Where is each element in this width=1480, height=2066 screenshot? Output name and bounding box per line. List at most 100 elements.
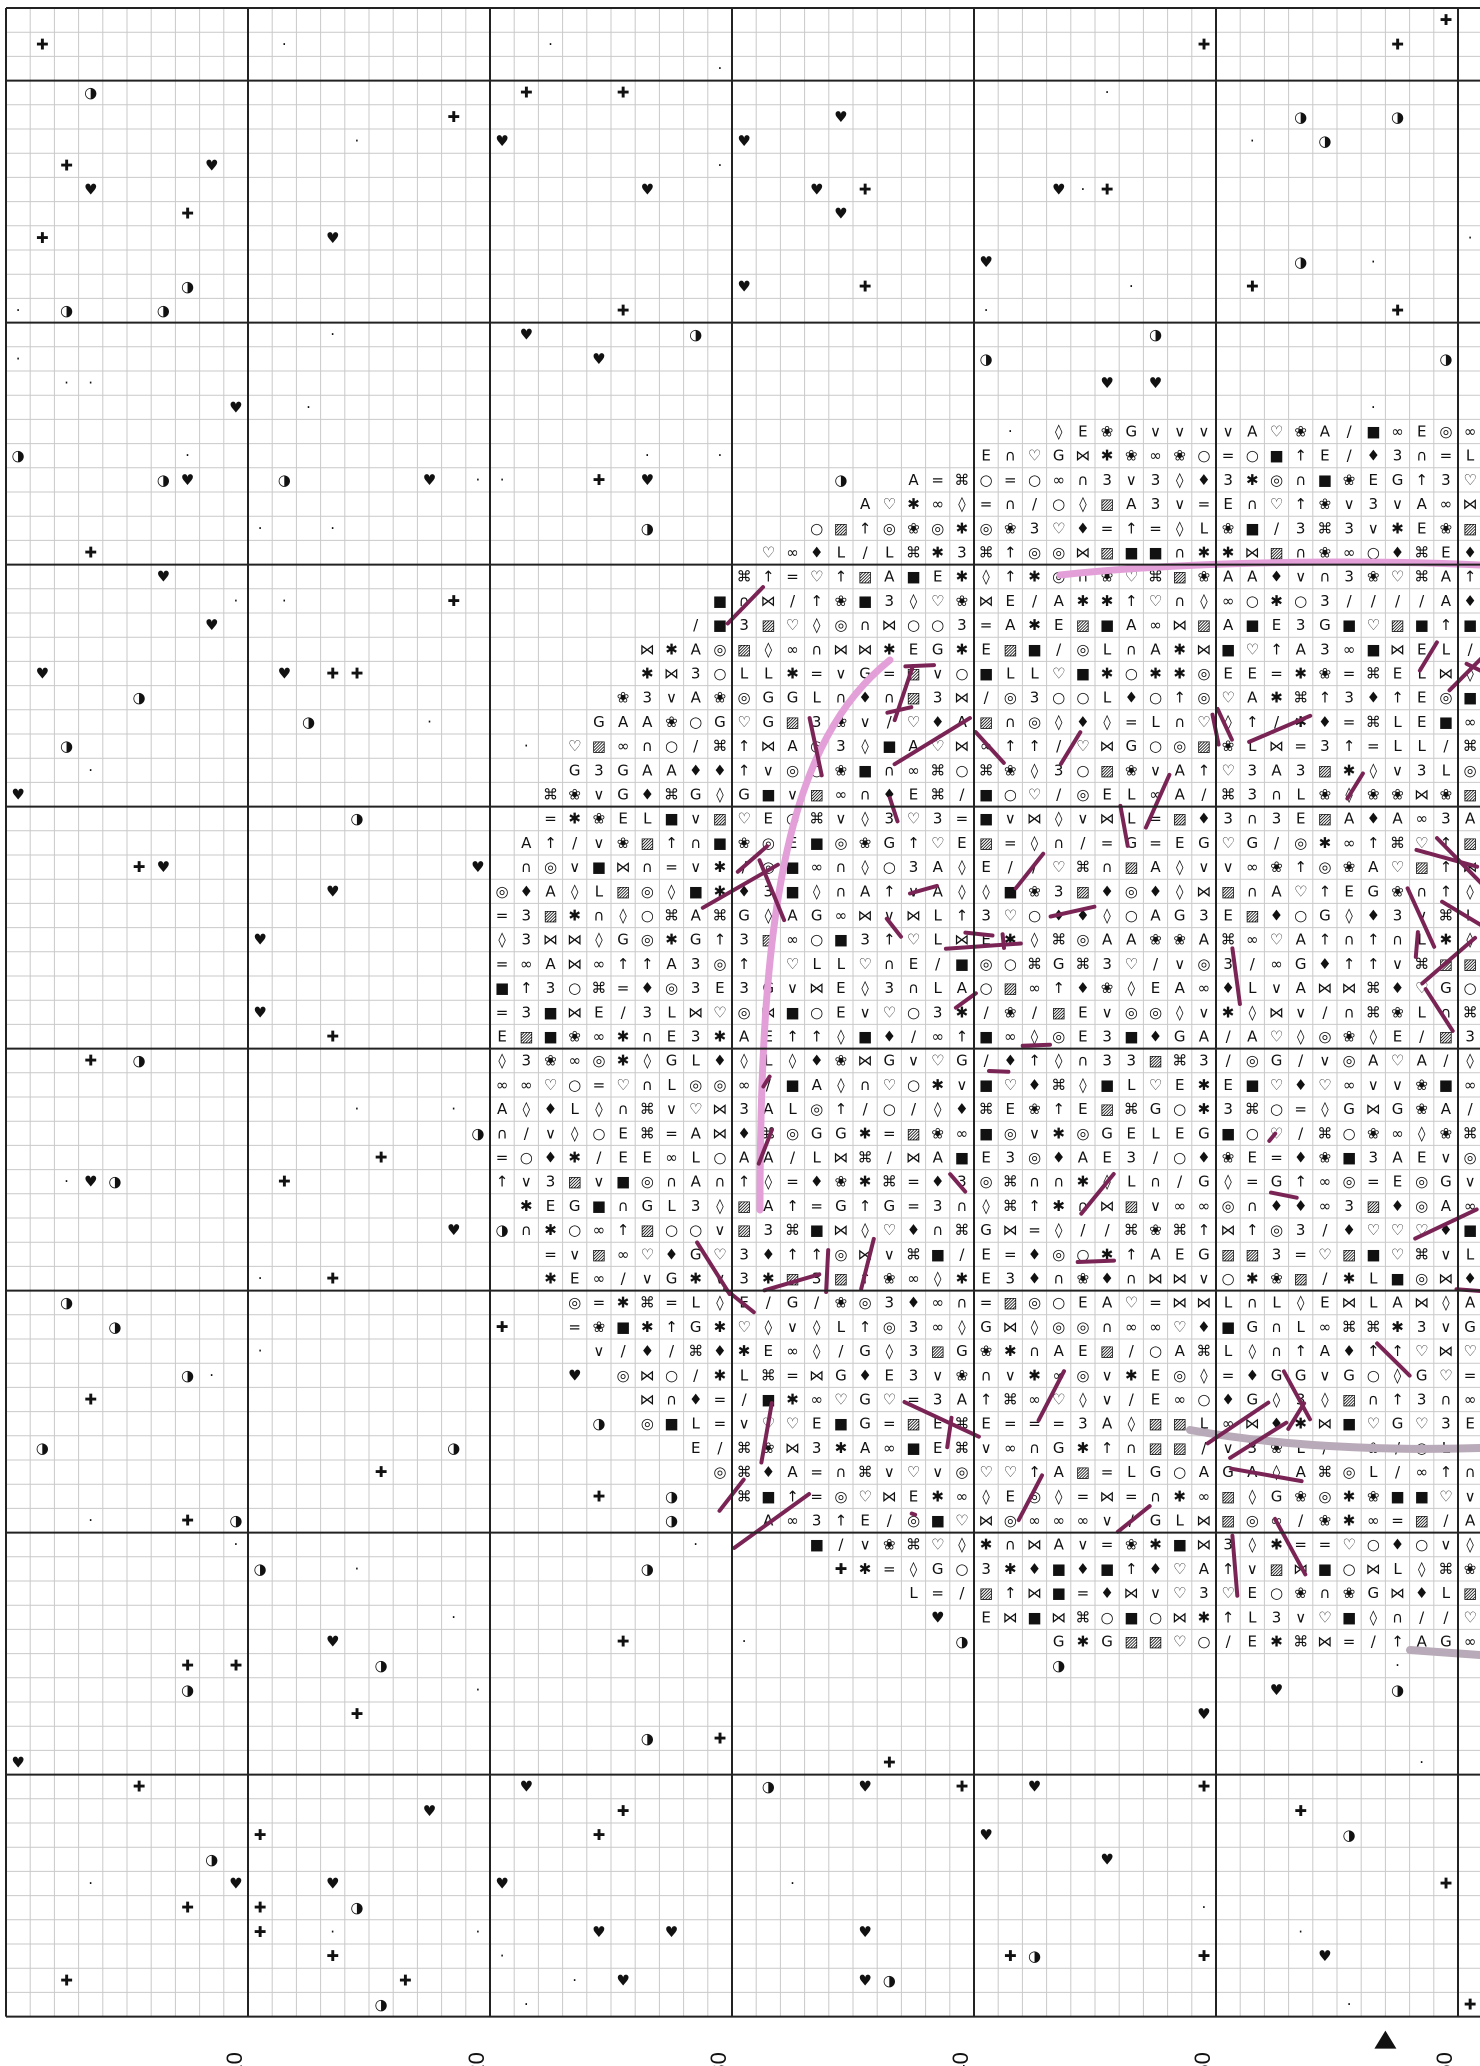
arch-symbol: ∩: [884, 689, 895, 707]
e-symbol: E: [1417, 1149, 1426, 1167]
half-circle-symbol: ◑: [302, 713, 315, 731]
three-symbol: 3: [739, 1270, 749, 1288]
diamond-symbol: ♦: [520, 882, 533, 900]
diamond-symbol: ♦: [1391, 979, 1404, 997]
three-symbol: 3: [1127, 1149, 1137, 1167]
open-heart-symbol: ♡: [1391, 1245, 1404, 1263]
a-symbol: A: [666, 955, 677, 973]
equals-symbol: =: [1270, 665, 1283, 683]
bowtie-symbol: ⋈: [833, 1149, 848, 1167]
e-symbol: E: [1393, 1173, 1402, 1191]
hatched-square-symbol: ▨: [1415, 858, 1429, 876]
infinity-symbol: ∞: [1028, 979, 1041, 997]
open-heart-symbol: ♡: [907, 713, 920, 731]
three-symbol: 3: [1030, 689, 1040, 707]
flower-symbol: ❀: [883, 1270, 896, 1288]
hatched-square-symbol: ▨: [543, 907, 557, 925]
arch-symbol: ∩: [835, 858, 846, 876]
arrow-symbol: ↑: [1173, 689, 1186, 707]
half-circle-symbol: ◑: [980, 350, 993, 368]
three-symbol: 3: [1248, 1439, 1258, 1457]
command-symbol: ⌘: [1003, 1391, 1018, 1409]
hatched-square-symbol: ▨: [1076, 1463, 1090, 1481]
l-symbol: L: [692, 1149, 701, 1167]
command-symbol: ⌘: [1438, 1560, 1453, 1578]
dot-symbol: ·: [524, 737, 529, 755]
bowtie-symbol: ⋈: [567, 955, 582, 973]
arrow-symbol: ↑: [1222, 1560, 1235, 1578]
spiral-symbol: ◎: [1125, 882, 1138, 900]
three-symbol: 3: [691, 665, 701, 683]
arrow-symbol: ↑: [1415, 471, 1428, 489]
backstitch-feather-stroke: [1229, 1466, 1304, 1484]
backstitch-feather-stroke: [695, 1240, 732, 1296]
vee-symbol: ∨: [1465, 1173, 1476, 1191]
a-symbol: A: [1150, 907, 1161, 925]
flower-symbol: ❀: [835, 592, 848, 610]
arch-symbol: ∩: [860, 786, 871, 804]
open-heart-symbol: ♡: [1367, 1415, 1380, 1433]
square-symbol: ■: [1463, 1221, 1477, 1239]
arrow-symbol: ↑: [1028, 1463, 1041, 1481]
diamond-symbol: ♦: [1076, 713, 1089, 731]
diamond-symbol: ♦: [641, 786, 654, 804]
infinity-symbol: ∞: [1052, 1512, 1065, 1530]
flower-symbol: ❀: [738, 834, 751, 852]
e-symbol: E: [981, 931, 990, 949]
open-heart-symbol: ♡: [737, 713, 750, 731]
dot-symbol: ·: [282, 592, 287, 610]
arch-symbol: ∩: [1465, 1463, 1476, 1481]
lozenge-symbol: ◊: [1370, 761, 1378, 779]
lozenge-symbol: ◊: [1442, 1294, 1450, 1312]
slash-symbol: /: [935, 955, 941, 973]
g-symbol: G: [762, 689, 774, 707]
hatched-square-symbol: ▨: [1100, 544, 1114, 562]
a-symbol: A: [497, 1100, 508, 1118]
spiral-symbol: ◎: [665, 979, 678, 997]
arrow-symbol: ↑: [859, 519, 872, 537]
infinity-symbol: ∞: [956, 1487, 969, 1505]
infinity-symbol: ∞: [1464, 1633, 1477, 1651]
lozenge-symbol: ◊: [1224, 1173, 1232, 1191]
diamond-symbol: ♦: [810, 1052, 823, 1070]
three-symbol: 3: [1223, 810, 1233, 828]
open-heart-symbol: ♡: [907, 1463, 920, 1481]
three-symbol: 3: [1151, 471, 1161, 489]
dot-symbol: ·: [1419, 1754, 1424, 1772]
g-symbol: G: [738, 907, 750, 925]
g-symbol: G: [1271, 1487, 1283, 1505]
dot-symbol: ·: [330, 326, 335, 344]
spiral-symbol: ◎: [883, 519, 896, 537]
equals-symbol: =: [1004, 1415, 1017, 1433]
bowtie-symbol: ⋈: [664, 665, 679, 683]
spiral-symbol: ◎: [1076, 1124, 1089, 1142]
square-symbol: ■: [1318, 1560, 1332, 1578]
slash-symbol: /: [693, 1366, 699, 1384]
flower-symbol: ❀: [1149, 931, 1162, 949]
lozenge-symbol: ◊: [1249, 1536, 1257, 1554]
heart-symbol: ♥: [641, 471, 654, 489]
arrow-symbol: ↑: [1440, 834, 1453, 852]
backstitch-feather-stroke: [1230, 946, 1242, 1006]
command-symbol: ⌘: [1148, 568, 1163, 586]
dot-symbol: ·: [1468, 229, 1473, 247]
equals-symbol: =: [956, 810, 969, 828]
open-heart-symbol: ♡: [1270, 495, 1283, 513]
square-symbol: ■: [1124, 1028, 1138, 1046]
slash-symbol: /: [1129, 1342, 1135, 1360]
star-symbol: ✱: [714, 1318, 727, 1336]
spiral-symbol: ◎: [1270, 471, 1283, 489]
spiral-symbol: ◎: [713, 1463, 726, 1481]
vee-symbol: ∨: [1174, 495, 1185, 513]
infinity-symbol: ∞: [593, 1221, 606, 1239]
arch-symbol: ∩: [714, 1173, 725, 1191]
flower-symbol: ❀: [1294, 423, 1307, 441]
slash-symbol: /: [766, 1294, 772, 1312]
slash-symbol: /: [1395, 1463, 1401, 1481]
infinity-symbol: ∞: [1222, 592, 1235, 610]
arrow-symbol: ↑: [665, 1318, 678, 1336]
slash-symbol: /: [1008, 858, 1014, 876]
hatched-square-symbol: ▨: [1100, 1100, 1114, 1118]
circle-symbol: ○: [1076, 689, 1089, 707]
l-symbol: L: [1103, 640, 1112, 658]
